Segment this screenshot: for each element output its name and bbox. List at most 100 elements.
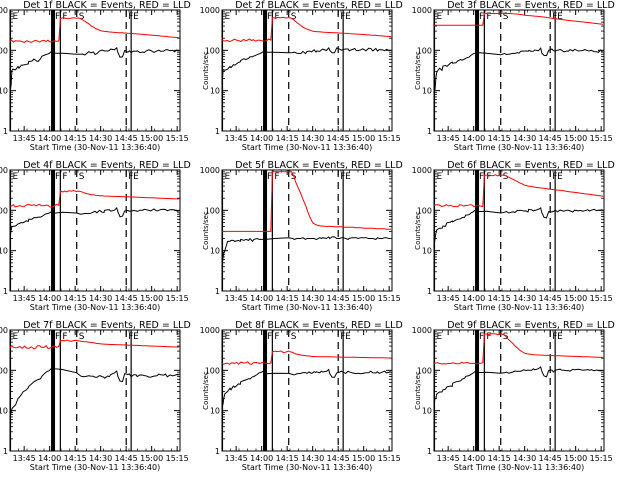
y-tick-label: 1000	[412, 166, 432, 175]
marker-label: E	[12, 12, 18, 22]
plot-frame	[433, 9, 605, 132]
x-tick-label: 15:15	[590, 134, 613, 143]
y-tick-label: 1	[215, 447, 220, 456]
marker-label: E	[557, 12, 563, 22]
y-tick-label: 10	[422, 247, 432, 256]
x-tick-label: 15:15	[590, 454, 613, 463]
y-tick-label: 10	[210, 407, 220, 416]
plot-frame	[9, 169, 181, 292]
x-tick-label: 15:15	[166, 134, 189, 143]
x-tick-label: 15:00	[564, 454, 587, 463]
x-tick-label: 15:00	[352, 134, 375, 143]
x-axis-label: Start Time (30-Nov-11 13:36:40)	[454, 143, 584, 152]
marker-label: S	[291, 12, 297, 22]
x-tick-label: 14:30	[89, 454, 112, 463]
x-axis-label: Start Time (30-Nov-11 13:36:40)	[242, 463, 372, 472]
x-tick-label: 15:15	[378, 454, 401, 463]
y-tick-label: 1000	[412, 6, 432, 15]
y-tick-label: 10	[422, 407, 432, 416]
x-tick-label: 15:00	[352, 294, 375, 303]
y-tick-label: 100	[417, 206, 432, 215]
y-tick-label: 10	[422, 87, 432, 96]
marker-label: F	[55, 12, 60, 22]
x-tick-label: 14:30	[301, 454, 324, 463]
y-tick-label: 1000	[200, 166, 220, 175]
marker-label: E	[436, 12, 442, 22]
y-tick-label: 1000	[200, 326, 220, 335]
series-events-line	[434, 47, 603, 93]
series-lld-line	[434, 333, 604, 365]
panel-title: Det 3f BLACK = Events, RED = LLD	[447, 0, 615, 11]
marker-label: F	[55, 172, 60, 182]
marker-label: F	[486, 332, 491, 342]
x-tick-label: 14:15	[488, 134, 511, 143]
x-tick-label: 14:00	[38, 454, 61, 463]
y-tick-label: 100	[417, 46, 432, 55]
x-tick-label: 14:30	[513, 134, 536, 143]
panel-title: Det 4f BLACK = Events, RED = LLD	[23, 160, 191, 171]
x-tick-label: 14:45	[115, 134, 138, 143]
y-tick-label: 1	[3, 287, 8, 296]
series-events-line	[222, 46, 391, 79]
series-lld-line	[433, 174, 604, 208]
y-tick-label: 100	[205, 366, 220, 375]
marker-label: F	[62, 12, 67, 22]
marker-label: F	[62, 332, 67, 342]
marker-label: S	[79, 332, 85, 342]
x-tick-label: 15:00	[140, 454, 163, 463]
x-tick-label: 14:00	[462, 294, 485, 303]
series-lld-line	[221, 16, 392, 43]
marker-label: F	[267, 12, 272, 22]
y-tick-label: 1000	[0, 166, 8, 175]
panel-det-4: Det 4f BLACK = Events, RED = LLDCounts/s…	[0, 160, 191, 312]
x-tick-label: 14:15	[64, 134, 87, 143]
marker-label: S	[79, 12, 85, 22]
marker-label: F	[267, 332, 272, 342]
y-tick-label: 10	[210, 247, 220, 256]
series-lld-line	[9, 17, 180, 43]
y-tick-label: 10	[210, 87, 220, 96]
x-tick-label: 14:45	[115, 294, 138, 303]
x-tick-label: 14:00	[38, 134, 61, 143]
marker-label: S	[291, 332, 297, 342]
y-tick-label: 1000	[412, 326, 432, 335]
x-tick-label: 15:00	[564, 294, 587, 303]
x-tick-label: 14:15	[276, 294, 299, 303]
x-tick-label: 15:00	[352, 454, 375, 463]
series-events-line	[434, 207, 603, 243]
marker-label: E	[345, 12, 351, 22]
plot-frame	[433, 329, 605, 452]
series-events-line	[10, 206, 179, 234]
series-events-line	[10, 47, 179, 90]
x-tick-label: 14:30	[89, 294, 112, 303]
marker-label: F	[486, 172, 491, 182]
y-axis-label: Counts/sec	[414, 51, 422, 90]
y-tick-label: 1	[427, 127, 432, 136]
panel-det-2: Det 2f BLACK = Events, RED = LLD Counts/s…	[200, 0, 403, 152]
y-axis-label: Counts/sec	[414, 371, 422, 410]
panel-det-6: Det 6f BLACK = Events, RED = LLD Counts/s…	[412, 160, 615, 312]
x-tick-label: 14:00	[250, 294, 273, 303]
x-tick-label: 14:15	[276, 134, 299, 143]
panel-title: Det 5f BLACK = Events, RED = LLD	[235, 160, 403, 171]
plot-frame	[221, 9, 393, 132]
marker-label: E	[345, 332, 351, 342]
panel-det-3: Det 3f BLACK = Events, RED = LLD Counts/s…	[412, 0, 615, 152]
y-tick-label: 1	[3, 447, 8, 456]
x-tick-label: 14:45	[327, 454, 350, 463]
marker-label: S	[503, 172, 509, 182]
x-tick-label: 14:15	[488, 454, 511, 463]
y-axis-label: Counts/sec	[202, 51, 210, 90]
series-lld-line	[9, 189, 180, 208]
series-events-line	[222, 368, 391, 407]
x-tick-label: 14:00	[250, 134, 273, 143]
series-lld-line	[221, 350, 392, 365]
y-axis-label: Counts/sec	[414, 211, 422, 250]
x-tick-label: 14:15	[488, 294, 511, 303]
series-lld-line	[434, 12, 604, 26]
plot-frame	[221, 169, 393, 292]
plot-frame	[221, 329, 393, 452]
y-tick-label: 100	[205, 206, 220, 215]
x-tick-label: 15:15	[378, 294, 401, 303]
x-tick-label: 15:00	[564, 134, 587, 143]
